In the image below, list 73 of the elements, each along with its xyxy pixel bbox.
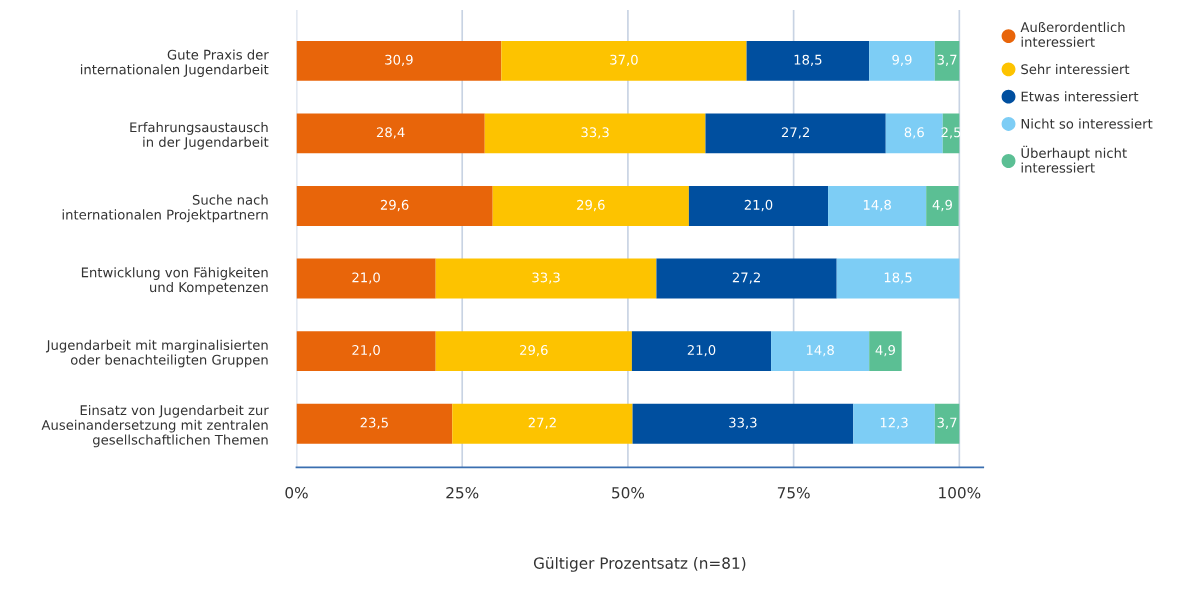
bar [828, 186, 927, 226]
bar [869, 40, 935, 81]
data-label: 12,3 [880, 417, 908, 429]
legend-label: Nicht so interessiert [1021, 118, 1153, 129]
bar [869, 331, 902, 372]
bar [492, 186, 689, 226]
bar [885, 113, 943, 154]
data-label: 8,6 [904, 127, 924, 139]
bar [688, 186, 829, 226]
legend-label: Etwas interessiert [1021, 91, 1139, 102]
bar [296, 40, 502, 81]
y-tick-label: Einsatz von Jugendarbeit zur Auseinandersetzung mit zentralen gesellschaftlichen Themen [41, 404, 269, 448]
bar [631, 331, 772, 372]
bar [501, 40, 747, 81]
data-label: 27,2 [528, 417, 556, 429]
legend-label: Überhaupt nicht interessiert [1021, 145, 1127, 173]
data-label: 29,6 [577, 199, 605, 212]
data-label: 14,8 [806, 345, 834, 357]
bar [656, 258, 837, 299]
bar [934, 40, 960, 81]
x-tick-label: 75% [777, 486, 810, 499]
bar [452, 403, 633, 444]
data-label: 33,3 [729, 417, 757, 429]
y-tick-label: Entwicklung von Fähigkeiten und Kompetenzen [81, 267, 268, 295]
y-tick-label: Gute Praxis der internationalen Jugendarbeit [80, 49, 269, 77]
bar [296, 258, 436, 299]
x-tick-label: 25% [446, 486, 479, 499]
x-tick-label: 0% [285, 486, 308, 499]
data-label: 9,9 [892, 54, 912, 67]
data-label: 21,0 [687, 345, 716, 357]
legend-label: Außerordentlich interessiert [1020, 21, 1125, 47]
bar [771, 331, 870, 372]
data-label: 4,9 [875, 345, 895, 357]
y-tick-label: Jugendarbeit mit marginalisierten oder benachteiligten Gruppen [45, 339, 268, 368]
bar [836, 258, 960, 299]
legend-label: Sehr interessiert [1021, 63, 1130, 75]
bar [934, 403, 960, 444]
data-label: 3,7 [937, 54, 957, 67]
data-label: 27,2 [781, 127, 809, 139]
data-label: 21,0 [744, 199, 773, 212]
bar [632, 403, 854, 444]
data-label: 23,5 [360, 417, 388, 429]
y-tick-label: Suche nach internationalen Projektpartnern [62, 194, 268, 223]
data-label: 33,3 [532, 272, 560, 284]
data-label: 18,5 [794, 54, 822, 67]
bar [296, 331, 436, 372]
data-label: 28,4 [376, 127, 405, 139]
data-label: 21,0 [352, 345, 380, 357]
data-label: 30,9 [385, 54, 413, 67]
bar [296, 186, 493, 226]
data-label: 33,3 [581, 127, 609, 139]
data-label: 29,6 [520, 345, 548, 357]
bar [853, 403, 935, 444]
bar [296, 113, 485, 154]
data-label: 21,0 [352, 272, 380, 284]
bar [296, 403, 453, 444]
x-tick-label: 50% [612, 486, 645, 499]
data-label: 37,0 [610, 54, 638, 67]
bar [926, 186, 959, 226]
bar [435, 258, 657, 299]
data-label: 3,7 [937, 417, 957, 429]
bar [435, 331, 632, 372]
bar [705, 113, 886, 154]
bar [746, 40, 870, 81]
x-axis-title: Gültiger Prozentsatz (n=81) [533, 557, 746, 572]
data-label: 27,2 [732, 272, 760, 284]
y-tick-label: Erfahrungsaustausch in der Jugendarbeit [130, 122, 269, 150]
bar [484, 113, 706, 154]
data-label: 29,6 [380, 199, 409, 212]
data-label: 18,5 [884, 272, 912, 284]
data-label: 14,8 [863, 199, 891, 212]
x-tick-label: 100% [939, 486, 981, 499]
data-label: 4,9 [932, 199, 952, 212]
